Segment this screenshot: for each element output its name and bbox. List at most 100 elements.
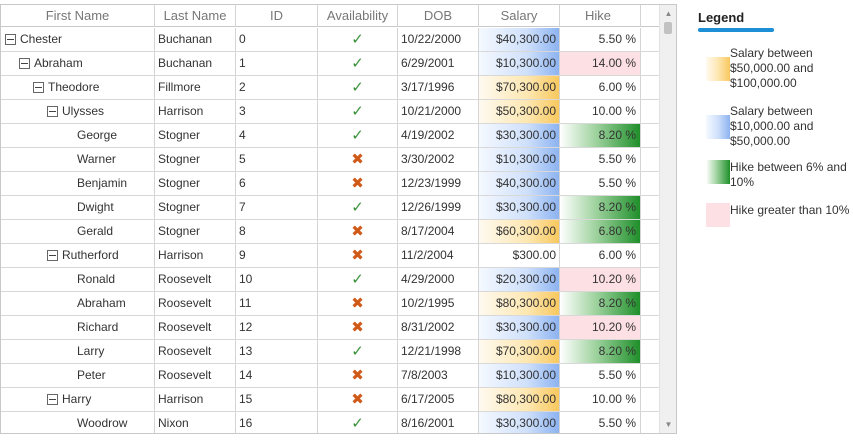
header-dob[interactable]: DOB <box>398 5 479 27</box>
header-availability[interactable]: Availability <box>318 5 398 27</box>
cell-availability[interactable]: ✖ <box>318 316 398 339</box>
minus-box-icon[interactable] <box>47 394 58 405</box>
cell-dob[interactable]: 8/17/2004 <box>398 220 479 243</box>
cell-availability[interactable]: ✖ <box>318 220 398 243</box>
cell-availability[interactable]: ✖ <box>318 244 398 267</box>
cell-salary[interactable]: $30,300.00 <box>479 316 560 339</box>
cell-hike[interactable]: 10.20 % <box>560 268 641 291</box>
cell-first-name[interactable]: Peter <box>1 364 155 387</box>
cell-first-name[interactable]: Ulysses <box>1 100 155 123</box>
cell-id[interactable]: 13 <box>236 340 318 363</box>
cell-first-name[interactable]: Gerald <box>1 220 155 243</box>
cell-id[interactable]: 15 <box>236 388 318 411</box>
cell-last-name[interactable]: Harrison <box>155 388 236 411</box>
cell-first-name[interactable]: Theodore <box>1 76 155 99</box>
cell-hike[interactable]: 5.50 % <box>560 172 641 195</box>
table-row[interactable]: Theodore Fillmore 2 ✓ 3/17/1996 $70,300.00 6.0… <box>1 76 659 100</box>
cell-id[interactable]: 12 <box>236 316 318 339</box>
cell-salary[interactable]: $40,300.00 <box>479 172 560 195</box>
cell-id[interactable]: 6 <box>236 172 318 195</box>
cell-availability[interactable]: ✖ <box>318 292 398 315</box>
cell-hike[interactable]: 5.50 % <box>560 412 641 433</box>
cell-dob[interactable]: 8/16/2001 <box>398 412 479 433</box>
table-row[interactable]: Chester Buchanan 0 ✓ 10/22/2000 $40,300.00 5.5… <box>1 28 659 52</box>
cell-availability[interactable]: ✖ <box>318 172 398 195</box>
cell-hike[interactable]: 5.50 % <box>560 148 641 171</box>
cell-availability[interactable]: ✖ <box>318 364 398 387</box>
cell-availability[interactable]: ✓ <box>318 28 398 51</box>
cell-id[interactable]: 14 <box>236 364 318 387</box>
cell-last-name[interactable]: Stogner <box>155 172 236 195</box>
cell-id[interactable]: 1 <box>236 52 318 75</box>
cell-last-name[interactable]: Roosevelt <box>155 340 236 363</box>
table-row[interactable]: Warner Stogner 5 ✖ 3/30/2002 $10,300.00 5.50 % <box>1 148 659 172</box>
cell-id[interactable]: 4 <box>236 124 318 147</box>
cell-hike[interactable]: 8.20 % <box>560 196 641 219</box>
cell-salary[interactable]: $10,300.00 <box>479 364 560 387</box>
cell-last-name[interactable]: Harrison <box>155 100 236 123</box>
cell-last-name[interactable]: Harrison <box>155 244 236 267</box>
table-row[interactable]: Harry Harrison 15 ✖ 6/17/2005 $80,300.00 10.00… <box>1 388 659 412</box>
cell-first-name[interactable]: Harry <box>1 388 155 411</box>
table-row[interactable]: Larry Roosevelt 13 ✓ 12/21/1998 $70,300.00 8.2… <box>1 340 659 364</box>
cell-last-name[interactable]: Roosevelt <box>155 292 236 315</box>
minus-box-icon[interactable] <box>19 58 30 69</box>
cell-first-name[interactable]: Benjamin <box>1 172 155 195</box>
minus-box-icon[interactable] <box>5 34 16 45</box>
cell-dob[interactable]: 7/8/2003 <box>398 364 479 387</box>
table-row[interactable]: George Stogner 4 ✓ 4/19/2002 $30,300.00 8.20 % <box>1 124 659 148</box>
header-last-name[interactable]: Last Name <box>155 5 236 27</box>
cell-dob[interactable]: 10/22/2000 <box>398 28 479 51</box>
cell-salary[interactable]: $10,300.00 <box>479 52 560 75</box>
table-row[interactable]: Peter Roosevelt 14 ✖ 7/8/2003 $10,300.00 5.50 … <box>1 364 659 388</box>
cell-last-name[interactable]: Buchanan <box>155 28 236 51</box>
cell-salary[interactable]: $10,300.00 <box>479 148 560 171</box>
vertical-scrollbar[interactable]: ▲ ▼ <box>659 5 676 433</box>
cell-id[interactable]: 3 <box>236 100 318 123</box>
table-row[interactable]: Ulysses Harrison 3 ✓ 10/21/2000 $50,300.00 10.… <box>1 100 659 124</box>
minus-box-icon[interactable] <box>47 106 58 117</box>
cell-hike[interactable]: 8.20 % <box>560 340 641 363</box>
cell-hike[interactable]: 6.00 % <box>560 76 641 99</box>
minus-box-icon[interactable] <box>47 250 58 261</box>
cell-salary[interactable]: $60,300.00 <box>479 220 560 243</box>
cell-id[interactable]: 2 <box>236 76 318 99</box>
cell-first-name[interactable]: Larry <box>1 340 155 363</box>
cell-first-name[interactable]: Woodrow <box>1 412 155 433</box>
cell-id[interactable]: 11 <box>236 292 318 315</box>
cell-availability[interactable]: ✓ <box>318 412 398 433</box>
cell-salary[interactable]: $80,300.00 <box>479 388 560 411</box>
cell-first-name[interactable]: Chester <box>1 28 155 51</box>
cell-hike[interactable]: 8.20 % <box>560 124 641 147</box>
header-id[interactable]: ID <box>236 5 318 27</box>
header-salary[interactable]: Salary <box>479 5 560 27</box>
table-row[interactable]: Ronald Roosevelt 10 ✓ 4/29/2000 $20,300.00 10.… <box>1 268 659 292</box>
cell-last-name[interactable]: Stogner <box>155 124 236 147</box>
cell-dob[interactable]: 12/23/1999 <box>398 172 479 195</box>
cell-first-name[interactable]: Warner <box>1 148 155 171</box>
cell-salary[interactable]: $40,300.00 <box>479 28 560 51</box>
cell-id[interactable]: 5 <box>236 148 318 171</box>
cell-hike[interactable]: 10.00 % <box>560 388 641 411</box>
cell-dob[interactable]: 6/29/2001 <box>398 52 479 75</box>
cell-dob[interactable]: 12/21/1998 <box>398 340 479 363</box>
cell-first-name[interactable]: Dwight <box>1 196 155 219</box>
cell-hike[interactable]: 10.20 % <box>560 316 641 339</box>
cell-id[interactable]: 0 <box>236 28 318 51</box>
cell-salary[interactable]: $20,300.00 <box>479 268 560 291</box>
cell-id[interactable]: 16 <box>236 412 318 433</box>
header-hike[interactable]: Hike <box>560 5 641 27</box>
cell-salary[interactable]: $30,300.00 <box>479 196 560 219</box>
cell-dob[interactable]: 10/2/1995 <box>398 292 479 315</box>
cell-last-name[interactable]: Stogner <box>155 220 236 243</box>
cell-availability[interactable]: ✓ <box>318 340 398 363</box>
cell-hike[interactable]: 5.50 % <box>560 28 641 51</box>
cell-dob[interactable]: 8/31/2002 <box>398 316 479 339</box>
cell-id[interactable]: 10 <box>236 268 318 291</box>
cell-dob[interactable]: 4/29/2000 <box>398 268 479 291</box>
cell-salary[interactable]: $70,300.00 <box>479 76 560 99</box>
cell-last-name[interactable]: Nixon <box>155 412 236 433</box>
cell-last-name[interactable]: Roosevelt <box>155 316 236 339</box>
cell-availability[interactable]: ✓ <box>318 52 398 75</box>
cell-hike[interactable]: 6.80 % <box>560 220 641 243</box>
